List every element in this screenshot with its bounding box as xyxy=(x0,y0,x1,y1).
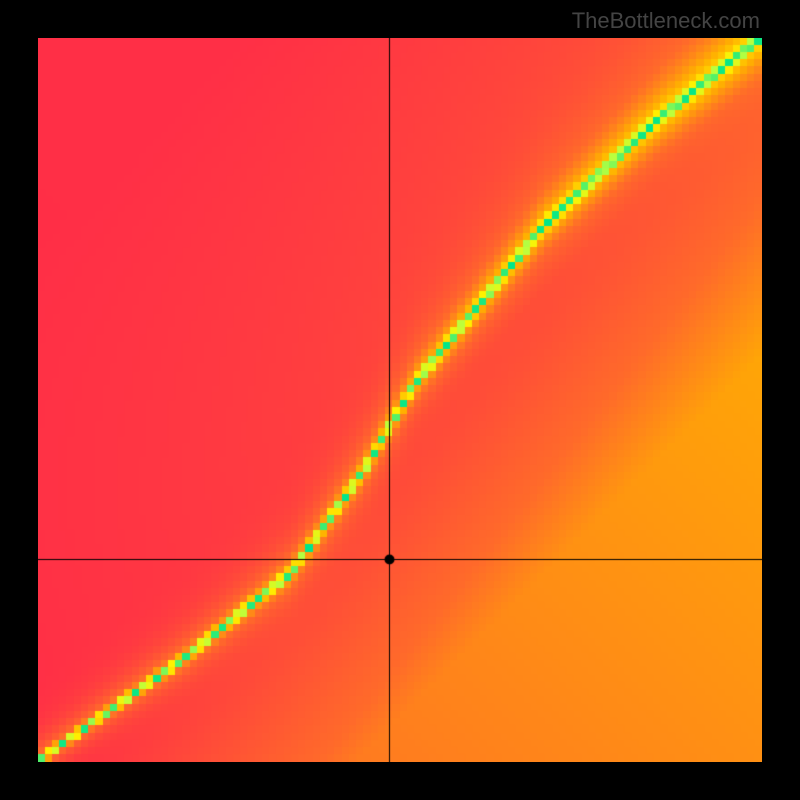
watermark-text: TheBottleneck.com xyxy=(572,8,760,34)
heatmap-plot xyxy=(38,38,762,762)
